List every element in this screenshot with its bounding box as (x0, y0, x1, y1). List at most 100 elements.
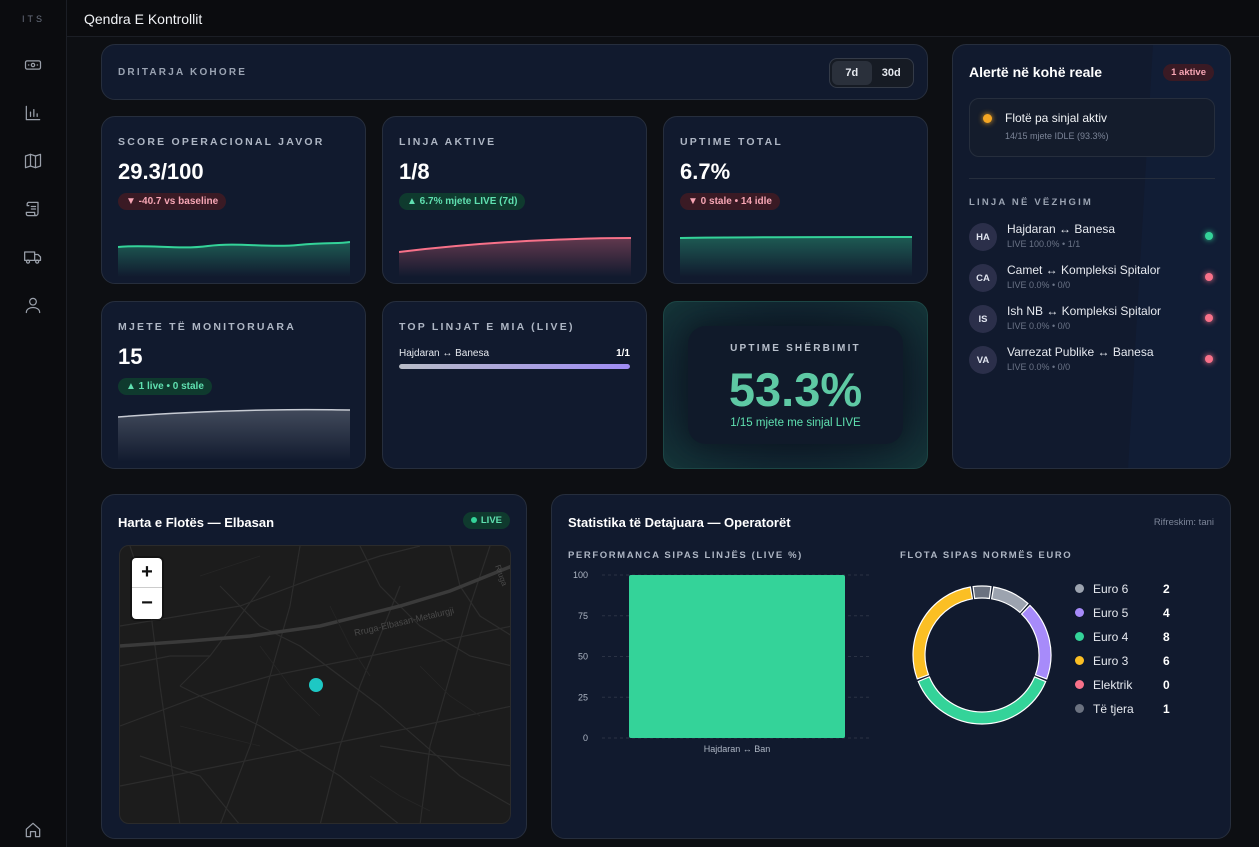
service-uptime-label: UPTIME SHËRBIMIT (730, 343, 861, 354)
line-status-dot (1205, 355, 1213, 363)
legend-swatch (1075, 680, 1084, 689)
line-avatar: VA (969, 346, 997, 374)
line-avatar: HA (969, 223, 997, 251)
watch-line-item[interactable]: HA Hajdaran ↔ Banesa LIVE 100.0% • 1/1 (969, 222, 1213, 254)
kpi-score-card: SCORE OPERACIONAL JAVOR 29.3/100 ▼ -40.7… (101, 116, 366, 284)
alerts-title: Alertë në kohë reale (969, 64, 1103, 80)
kpi-lines-sparkline (399, 237, 631, 277)
service-uptime-panel (688, 326, 903, 444)
service-uptime-sub: 1/15 mjete me sinjal LIVE (730, 417, 861, 429)
donut-chart-title: FLOTA SIPAS NORMËS EURO (900, 550, 1073, 561)
kpi-uptime-card: UPTIME TOTAL 6.7% ▼ 0 stale • 14 idle (663, 116, 928, 284)
zoom-in-button[interactable]: + (132, 558, 162, 588)
line-name: Hajdaran ↔ Banesa (1007, 222, 1116, 236)
money-icon[interactable] (21, 53, 45, 77)
kpi-vehicles-badge: ▲ 1 live • 0 stale (118, 378, 212, 395)
map-card: Harta e Flotës — Elbasan LIVE (101, 494, 527, 839)
legend-swatch (1075, 704, 1084, 713)
legend-item[interactable]: Euro 3 6 (1075, 653, 1185, 669)
top-line-value: 1/1 (616, 348, 630, 359)
map-live-label: LIVE (480, 515, 502, 526)
time-window-label: DRITARJA KOHORE (118, 67, 248, 78)
range-7d-button[interactable]: 7d (832, 61, 872, 85)
time-range-toggle: 7d 30d (829, 58, 914, 88)
page-title: Qendra E Kontrollit (84, 11, 203, 27)
map-zoom-control: + − (132, 558, 162, 619)
bar-chart-title: PERFORMANCA SIPAS LINJËS (LIVE %) (568, 550, 803, 561)
legend-swatch (1075, 632, 1084, 641)
legend-item[interactable]: Euro 6 2 (1075, 581, 1185, 597)
kpi-lines-value: 1/8 (399, 159, 430, 184)
donut-slice (917, 676, 1047, 725)
top-lines-label: TOP LINJAT E MIA (LIVE) (399, 321, 575, 333)
donut-slice (1020, 604, 1052, 680)
map-live-badge: LIVE (462, 512, 510, 529)
y-tick-label: 25 (578, 692, 588, 702)
brand-logo: ITS (21, 14, 45, 24)
legend-swatch (1075, 584, 1084, 593)
legend-value: 8 (1163, 630, 1170, 644)
zoom-out-button[interactable]: − (141, 591, 153, 614)
kpi-vehicles-sparkline (118, 408, 350, 462)
y-tick-label: 0 (583, 733, 588, 743)
alerts-divider (969, 178, 1215, 179)
service-uptime-value: 53.3% (728, 363, 863, 416)
alert-warning-icon (983, 114, 992, 123)
kpi-vehicles-label: MJETE TË MONITORUARA (118, 321, 296, 333)
bar-chart-icon[interactable] (21, 101, 45, 125)
legend-swatch (1075, 656, 1084, 665)
stats-refresh: Rifreskim: tani (1153, 517, 1214, 528)
line-status-dot (1205, 273, 1213, 281)
line-sub: LIVE 0.0% • 0/0 (1007, 280, 1071, 290)
line-status-dot (1205, 232, 1213, 240)
user-icon[interactable] (21, 293, 45, 317)
alerts-count-badge: 1 aktive (1163, 64, 1214, 81)
legend-value: 6 (1163, 654, 1170, 668)
donut-slice (990, 586, 1029, 614)
legend-value: 0 (1163, 678, 1170, 692)
truck-icon[interactable] (21, 245, 45, 269)
legend-item[interactable]: Euro 4 8 (1075, 629, 1185, 645)
kpi-uptime-value: 6.7% (680, 159, 731, 184)
bar-chart: 100 75 50 25 0 Hajdaran ↔ Ban (573, 570, 872, 754)
kpi-score-value: 29.3/100 (118, 159, 204, 184)
map-title: Harta e Flotës — Elbasan (118, 515, 275, 530)
legend-item[interactable]: Të tjera 1 (1075, 701, 1185, 717)
line-avatar: IS (969, 305, 997, 333)
home-icon[interactable] (21, 818, 45, 842)
bar (629, 575, 845, 738)
line-sub: LIVE 0.0% • 0/0 (1007, 321, 1071, 331)
watch-title: LINJA NË VËZHGIM (969, 197, 1094, 208)
legend-label: Euro 6 (1093, 582, 1129, 596)
stats-card: Statistika të Detajuara — Operatorët Rif… (551, 494, 1231, 839)
legend-value: 1 (1163, 702, 1170, 716)
range-30d-button[interactable]: 30d (872, 61, 912, 85)
scroll-icon[interactable] (21, 197, 45, 221)
donut-slice (972, 585, 992, 600)
kpi-uptime-label: UPTIME TOTAL (680, 136, 784, 148)
map-icon[interactable] (21, 149, 45, 173)
vehicle-marker[interactable] (309, 678, 323, 692)
line-name: Camet ↔ Kompleksi Spitalor (1007, 263, 1161, 277)
sidebar: ITS (0, 0, 67, 847)
legend-label: Të tjera (1093, 702, 1134, 716)
service-uptime-card: UPTIME SHËRBIMIT 53.3% 1/15 mjete me sin… (663, 301, 928, 469)
alert-item-sub: 14/15 mjete IDLE (93.3%) (1005, 131, 1109, 141)
legend-item[interactable]: Euro 5 4 (1075, 605, 1185, 621)
donut-legend: Euro 6 2 Euro 5 4 Euro 4 8 Euro 3 6 Elektrik 0 Të … (1075, 581, 1205, 721)
topbar: Qendra E Kontrollit (67, 0, 1259, 37)
watch-line-item[interactable]: VA Varrezat Publike ↔ Banesa LIVE 0.0% •… (969, 345, 1213, 377)
top-line-name: Hajdaran ↔ Banesa (399, 348, 490, 359)
x-tick-label: Hajdaran ↔ Ban (704, 744, 771, 754)
top-line-progress (399, 364, 630, 369)
watch-line-item[interactable]: IS Ish NB ↔ Kompleksi Spitalor LIVE 0.0%… (969, 304, 1213, 336)
line-avatar: CA (969, 264, 997, 292)
alert-item[interactable]: Flotë pa sinjal aktiv 14/15 mjete IDLE (… (969, 98, 1215, 157)
watch-line-item[interactable]: CA Camet ↔ Kompleksi Spitalor LIVE 0.0% … (969, 263, 1213, 295)
line-sub: LIVE 0.0% • 0/0 (1007, 362, 1071, 372)
fleet-map[interactable]: Rruga-Elbasan-Metalurgji Rruga + − (119, 545, 511, 824)
legend-item[interactable]: Elektrik 0 (1075, 677, 1185, 693)
legend-swatch (1075, 608, 1084, 617)
stats-title: Statistika të Detajuara — Operatorët (568, 515, 791, 530)
y-tick-label: 75 (578, 611, 588, 621)
